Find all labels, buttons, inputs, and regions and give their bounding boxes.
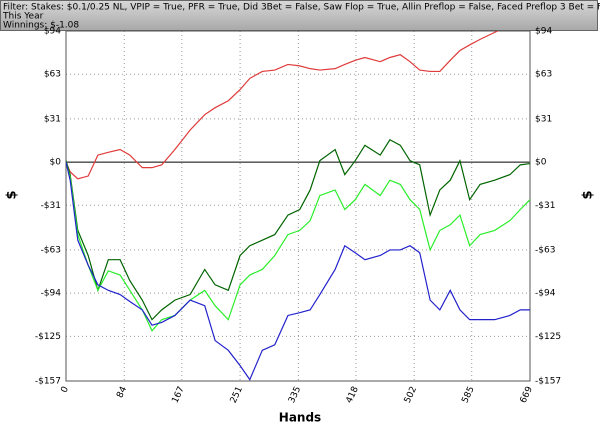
- y2-tick-label: $31: [535, 114, 552, 124]
- series-line: [66, 31, 500, 180]
- y2-tick-label: -$63: [535, 245, 555, 255]
- y-tick-label: $94: [44, 27, 61, 37]
- x-tick-label: 84: [115, 385, 129, 400]
- period-text: This Year: [2, 12, 44, 22]
- x-axis-title: Hands: [279, 411, 321, 425]
- y-tick-label: $31: [44, 114, 61, 124]
- y2-tick-label: $0: [535, 158, 547, 168]
- y-tick-label: -$94: [41, 289, 62, 299]
- header-box: [0, 0, 598, 31]
- plot-border: [65, 30, 531, 382]
- series-line: [66, 161, 530, 381]
- y-tick-label: $0: [50, 158, 62, 168]
- y-tick-label: $63: [44, 70, 61, 80]
- y-tick-label: -$125: [35, 332, 61, 342]
- y2-tick-label: $63: [535, 70, 552, 80]
- series-line: [66, 161, 530, 332]
- plot-area: [66, 31, 530, 381]
- y2-tick-label: -$31: [535, 201, 555, 211]
- y2-tick-label: -$94: [535, 289, 556, 299]
- x-tick-label: 0: [59, 385, 71, 395]
- y2-tick-label: -$125: [535, 332, 561, 342]
- y-tick-label: -$63: [41, 245, 61, 255]
- y2-axis-title: $: [581, 190, 596, 199]
- y-axis-title: $: [5, 190, 20, 199]
- y2-tick-label: -$157: [535, 377, 561, 387]
- y-tick-label: -$31: [41, 201, 61, 211]
- y-tick-label: -$157: [35, 377, 61, 387]
- filter-text: Filter: Stakes: $0.1/0.25 NL, VPIP = Tru…: [3, 3, 600, 13]
- winnings-text: Winnings: $-1.08: [3, 21, 79, 31]
- series-line: [66, 138, 530, 321]
- y2-tick-label: $94: [535, 27, 552, 37]
